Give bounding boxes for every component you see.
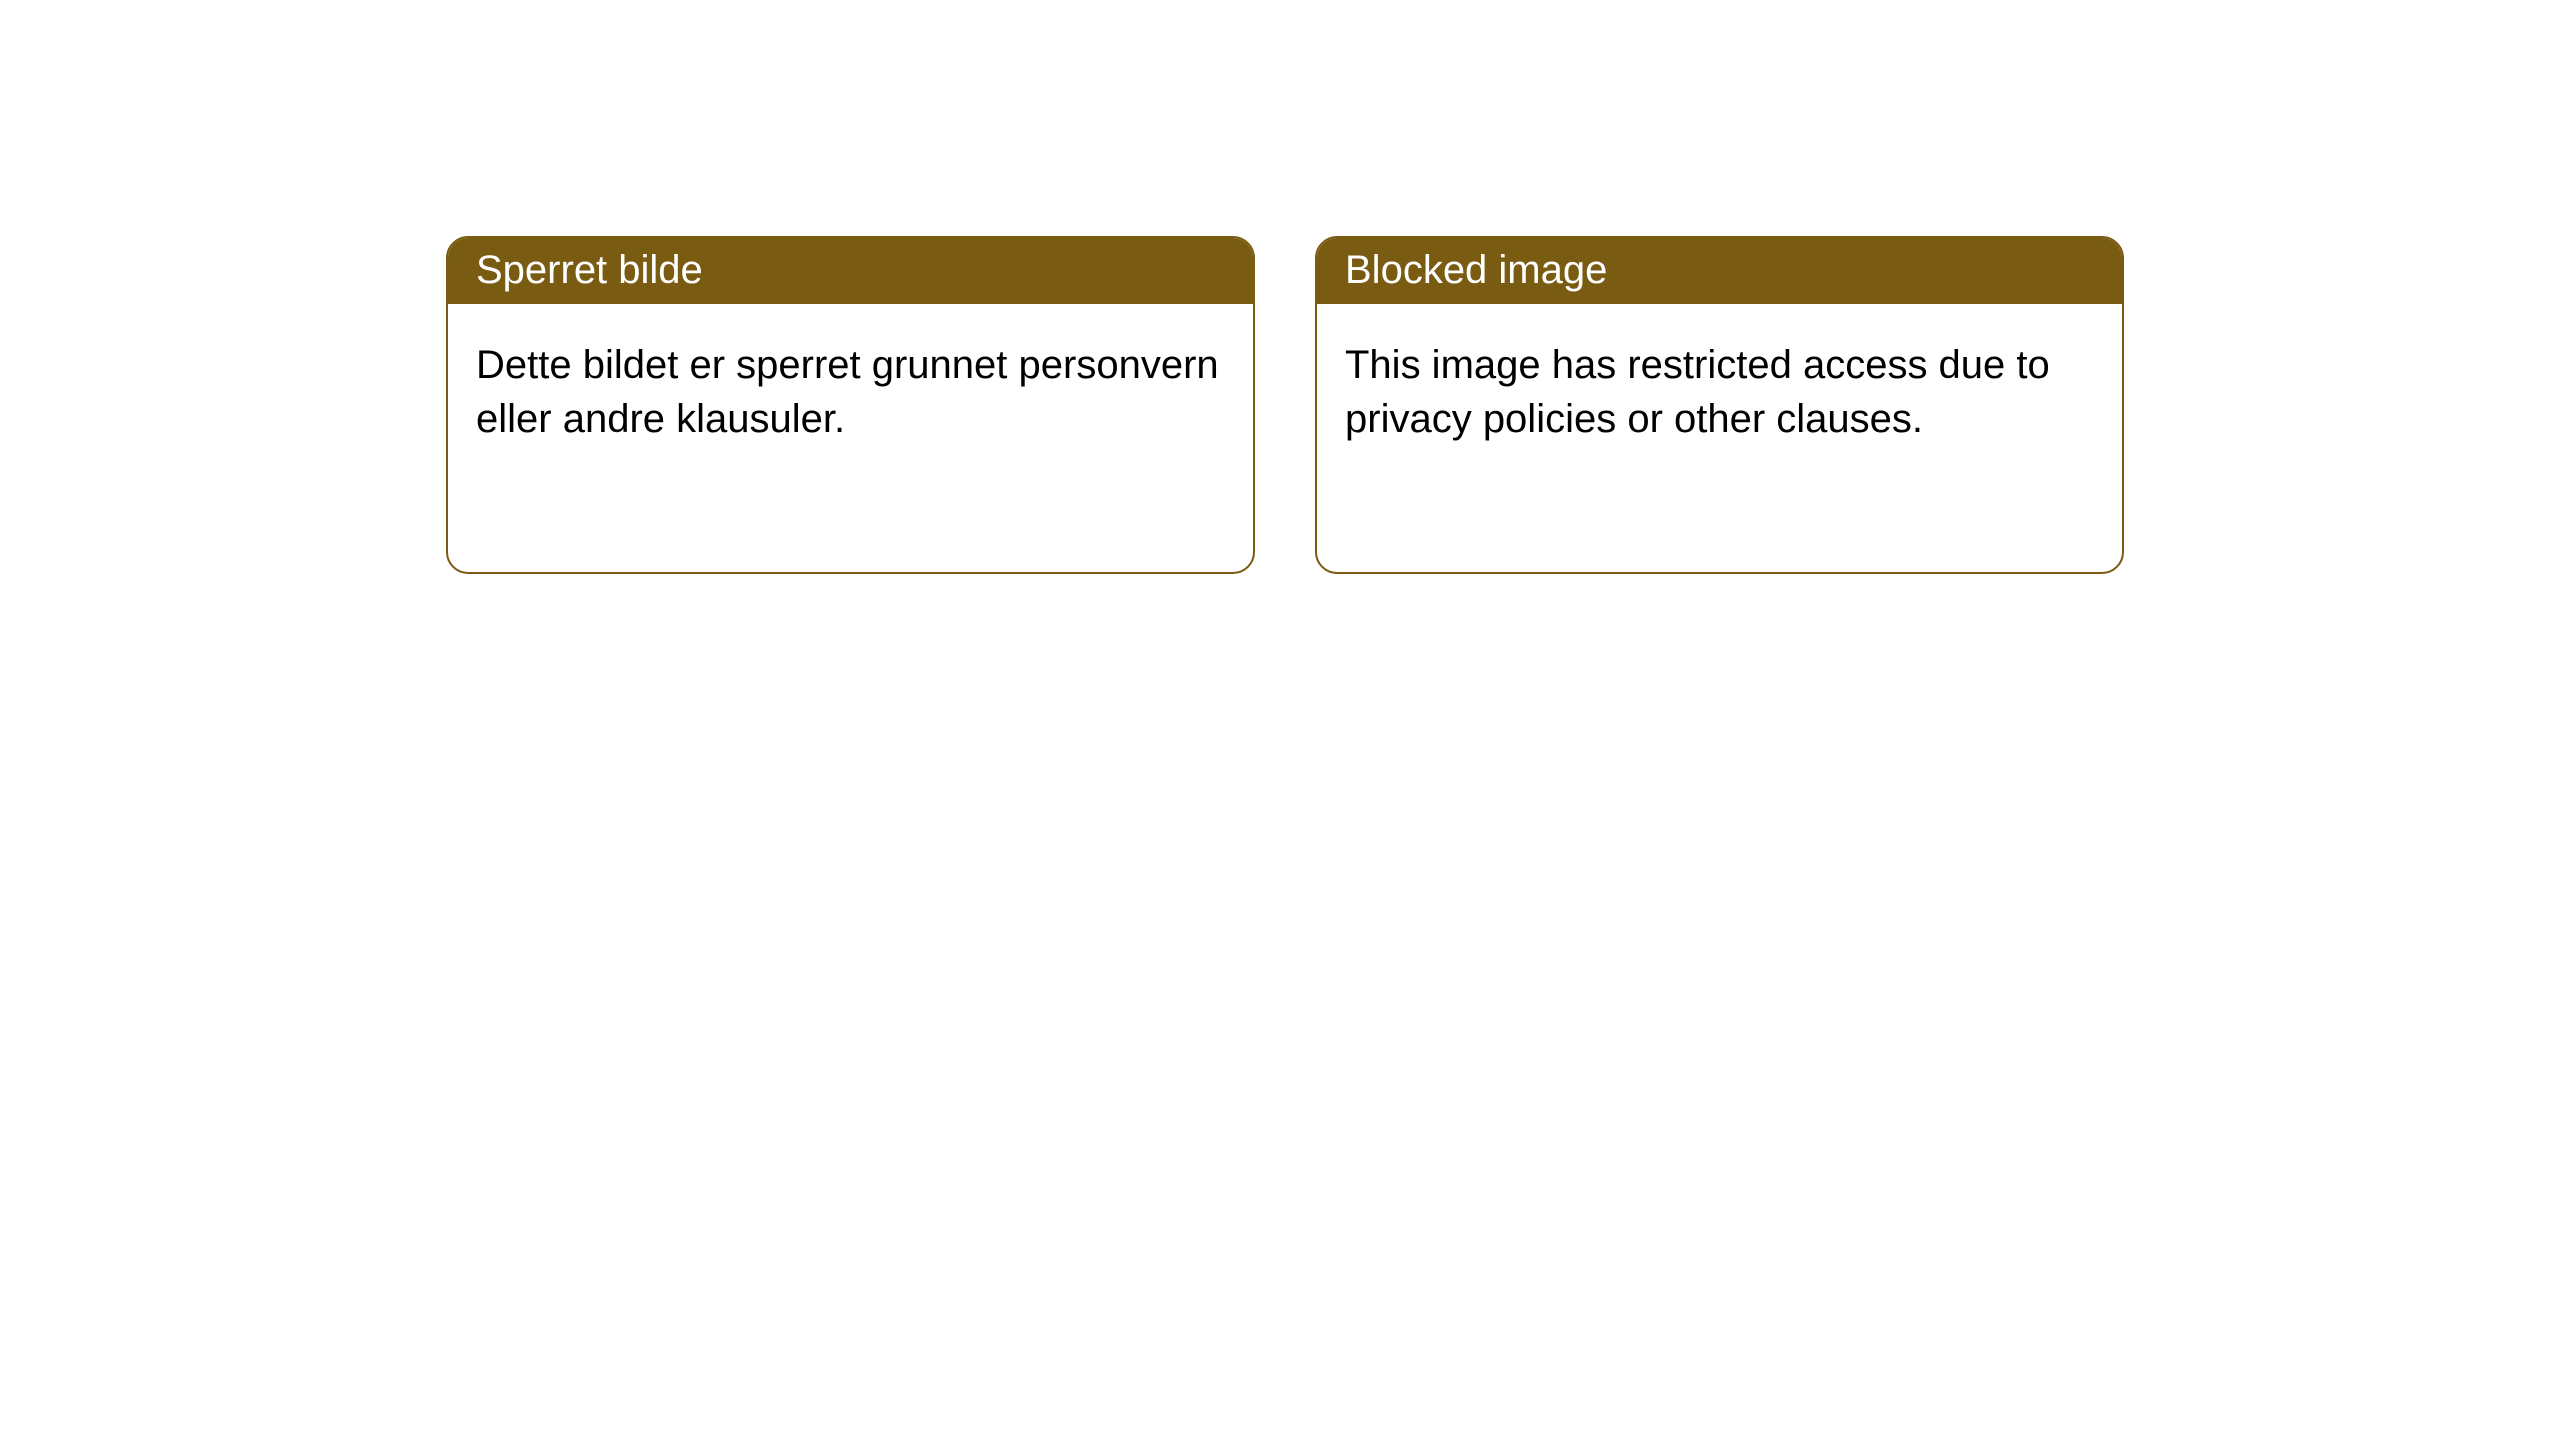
notice-cards: Sperret bilde Dette bildet er sperret gr… bbox=[446, 236, 2124, 574]
notice-card-en-title: Blocked image bbox=[1317, 238, 2122, 304]
notice-card-no: Sperret bilde Dette bildet er sperret gr… bbox=[446, 236, 1255, 574]
notice-card-no-body: Dette bildet er sperret grunnet personve… bbox=[448, 304, 1253, 480]
page: Sperret bilde Dette bildet er sperret gr… bbox=[0, 0, 2560, 1440]
notice-card-en-body: This image has restricted access due to … bbox=[1317, 304, 2122, 480]
notice-card-en: Blocked image This image has restricted … bbox=[1315, 236, 2124, 574]
notice-card-no-title: Sperret bilde bbox=[448, 238, 1253, 304]
